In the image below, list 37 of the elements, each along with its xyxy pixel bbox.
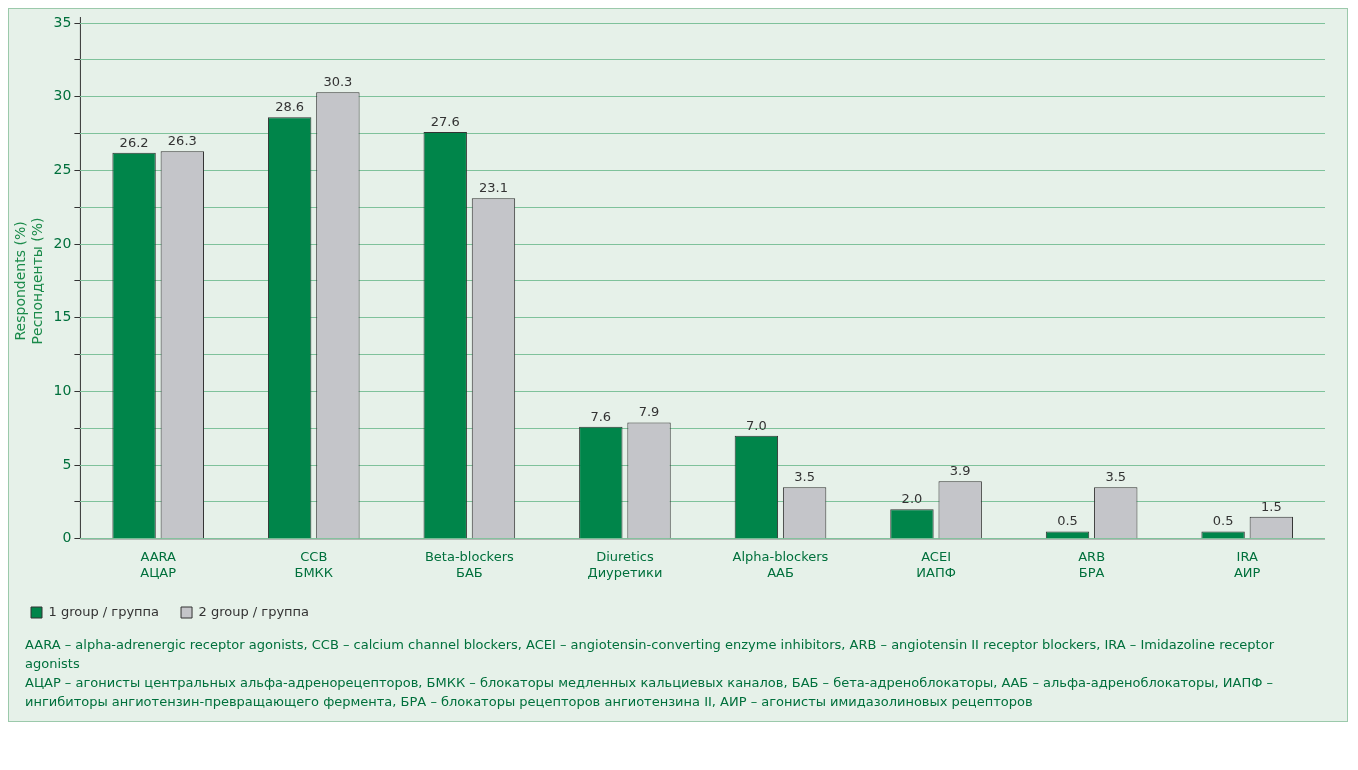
x-tick-label: ACEI ИАПФ (916, 548, 956, 580)
y-tick-label: 15 (53, 308, 72, 325)
data-label: 3.5 (1105, 469, 1127, 485)
x-tick-label: Beta-blockers БАБ (424, 548, 514, 580)
data-label: 7.6 (590, 408, 612, 424)
data-label: 3.5 (794, 469, 815, 485)
data-label: 30.3 (323, 74, 353, 90)
legend-label: 1 group / группа (48, 603, 160, 619)
x-tick-label: ARB БРА (1078, 548, 1106, 580)
data-label: 2.0 (901, 491, 923, 507)
x-tick-label: CCB БМКК (294, 548, 334, 580)
data-label: 0.5 (1212, 513, 1234, 529)
text: АЦАР – агонисты центральных альфа-адренорецепторов, БМКК – блокаторы медленных кальциевых каналов, БАБ – бета-адреноблокаторы, ААБ – альфа-адреноблокаторы, ИАПФ – ингибиторы ангиотензин-превращающего фермента, БРА – блокаторы рецепторов ангиотензина II, АИР – агонисты имидазолиновых рецепторов (25, 674, 1274, 711)
text: AARA – alpha-adrenergic receptor agonists, CCB – calcium channel blockers, ACEI – angiotensin-converting enzyme inhibitors, ARB – angiotensin II receptor blockers, IRA – Imidazoline receptor agonists (25, 636, 1275, 673)
y-tick-label: 10 (53, 382, 72, 399)
y-tick-label: 25 (53, 161, 72, 178)
y-tick-label: 5 (62, 455, 72, 472)
x-tick-label: IRA АИР (1233, 548, 1261, 580)
x-tick-label: AARA АЦАР (140, 548, 177, 580)
data-label: 1.5 (1260, 498, 1282, 514)
data-label: 3.9 (949, 463, 971, 479)
data-label: 0.5 (1057, 513, 1078, 529)
y-tick-label: 0 (62, 529, 72, 546)
data-label: 28.6 (275, 99, 305, 115)
y-tick-label: 30 (53, 87, 72, 104)
data-label: 26.2 (119, 134, 149, 150)
data-label: 27.6 (430, 113, 460, 129)
data-label: 23.1 (478, 180, 508, 196)
y-axis-title: Respondents (%) Респонденты (%) (12, 217, 45, 345)
x-tick-label: Alpha-blockers ААБ (732, 548, 829, 580)
y-tick-label: 20 (53, 234, 72, 251)
legend-label: 2 group / группа (198, 603, 310, 619)
x-tick-label: Diuretics Диуретики (587, 548, 663, 580)
data-label: 26.3 (167, 133, 197, 149)
y-tick-label: 35 (53, 13, 72, 30)
data-label: 7.9 (638, 404, 660, 420)
data-label: 7.0 (746, 417, 767, 433)
